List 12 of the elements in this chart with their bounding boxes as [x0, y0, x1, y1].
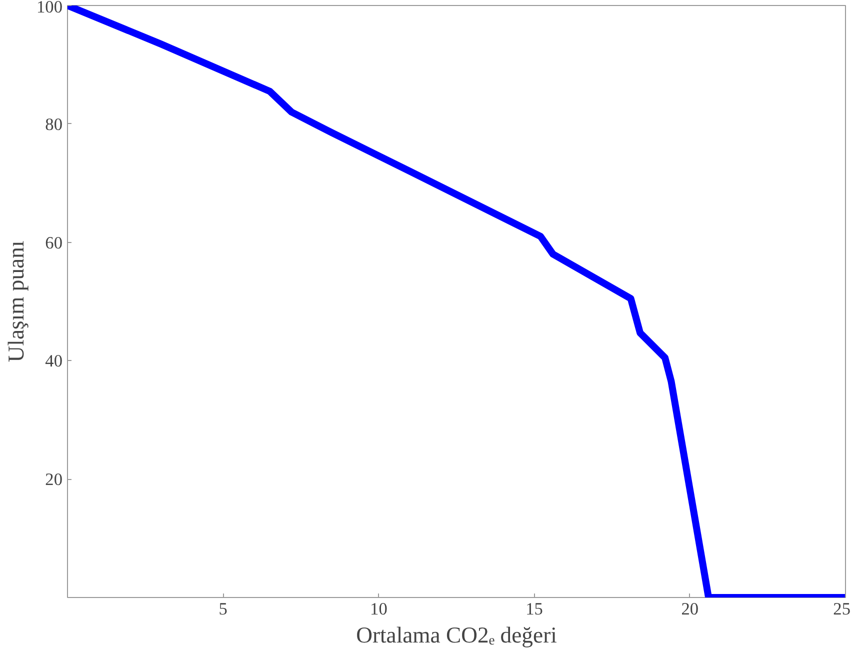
x-tick-label: 25 — [833, 600, 850, 618]
x-tick-label: 20 — [681, 600, 699, 618]
y-tick-label: 80 — [45, 114, 62, 134]
y-tick-label: 60 — [45, 233, 62, 252]
y-axis-title: Ulaşım puanı — [4, 240, 29, 362]
x-tick-label: 5 — [218, 600, 228, 618]
y-tick-label: 100 — [36, 0, 63, 16]
y-tick-label: 20 — [45, 470, 62, 490]
x-tick-label: 10 — [370, 600, 388, 618]
x-axis-title: Ortalama CO2ₑ değeri — [356, 622, 557, 648]
x-tick-label: 15 — [526, 600, 543, 618]
y-tick-label: 40 — [45, 352, 62, 371]
